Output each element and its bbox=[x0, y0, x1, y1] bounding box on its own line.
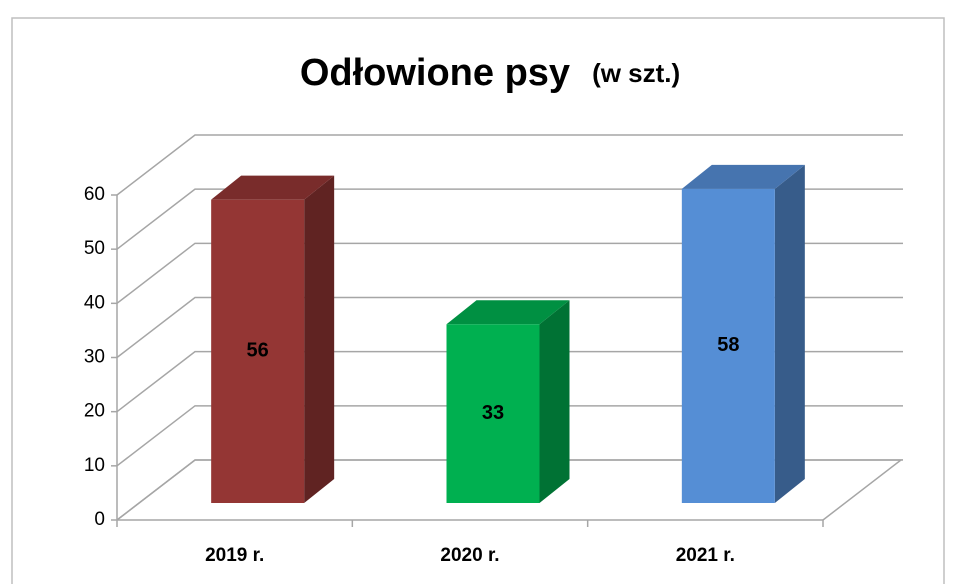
y-tick-label: 40 bbox=[84, 292, 105, 313]
grid-line bbox=[116, 296, 903, 359]
bar-side bbox=[539, 300, 570, 503]
y-tick-label: 60 bbox=[84, 184, 105, 205]
y-tick-label: 10 bbox=[84, 455, 105, 476]
grid-line bbox=[116, 405, 903, 467]
value-label: 33 bbox=[482, 402, 504, 424]
bar-top bbox=[446, 300, 570, 325]
bar-side bbox=[304, 175, 335, 503]
bar bbox=[681, 188, 775, 504]
bar-side bbox=[774, 164, 805, 504]
chart-subtitle: (w szt.) bbox=[592, 58, 680, 88]
bar-top bbox=[211, 175, 335, 200]
x-tick-label: 2019 r. bbox=[205, 545, 264, 566]
grid-line bbox=[116, 350, 903, 413]
bar-top bbox=[681, 164, 805, 189]
bar bbox=[211, 199, 305, 503]
grid-line bbox=[116, 459, 903, 521]
y-tick-label: 20 bbox=[84, 401, 105, 422]
grid-line bbox=[116, 134, 903, 196]
value-label: 58 bbox=[717, 334, 739, 356]
value-label: 56 bbox=[247, 340, 269, 362]
y-tick-label: 50 bbox=[84, 238, 105, 259]
chart-heading: Odłowione psy (w szt.) bbox=[300, 52, 680, 94]
grid-line bbox=[116, 188, 903, 250]
y-tick-label: 0 bbox=[94, 509, 105, 530]
grid-line bbox=[116, 242, 903, 304]
bar bbox=[446, 324, 540, 503]
y-tick-label: 30 bbox=[84, 347, 105, 368]
x-tick-label: 2020 r. bbox=[440, 545, 499, 566]
x-tick-label: 2021 r. bbox=[676, 545, 735, 566]
chart-title: Odłowione psy bbox=[300, 52, 570, 94]
